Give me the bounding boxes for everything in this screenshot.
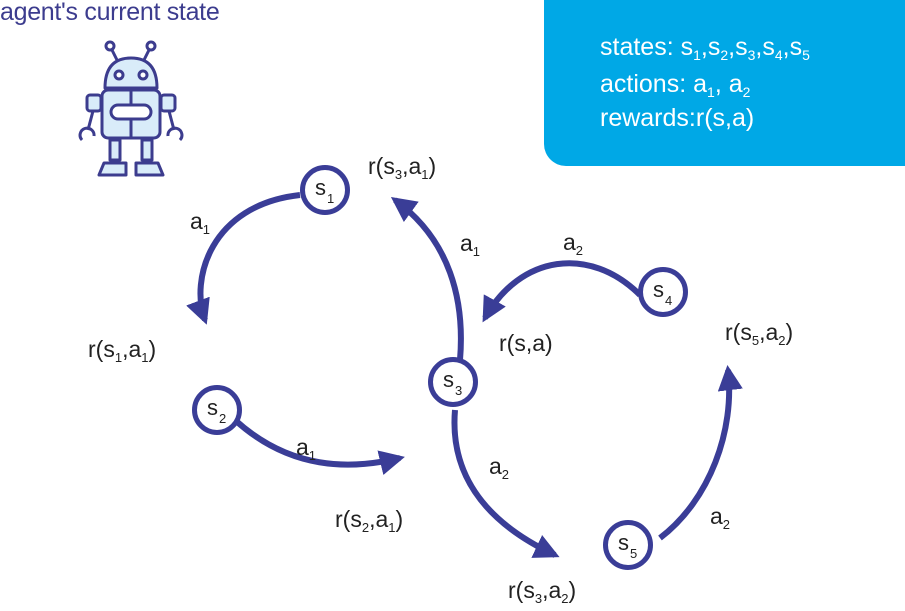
action-letter: a bbox=[460, 230, 473, 256]
node-sub: 2 bbox=[219, 411, 227, 426]
arrow-s2-a1 bbox=[232, 417, 405, 475]
action-sub: 2 bbox=[575, 243, 584, 258]
symbol-s2: s2 bbox=[707, 33, 729, 63]
actions-label: actions: bbox=[600, 70, 687, 98]
node-letter: s bbox=[443, 367, 454, 392]
reward-action-sub: 2 bbox=[778, 333, 786, 348]
robot-icon bbox=[78, 40, 184, 177]
reward-label-generic: r(s,a) bbox=[499, 330, 553, 356]
states-list: s1,s2,s3,s4,s5 bbox=[680, 33, 810, 63]
rewards-label: rewards: bbox=[600, 104, 696, 132]
node-sub: 1 bbox=[327, 191, 335, 206]
reward-action-sub: 1 bbox=[141, 350, 149, 365]
action-label-s3-a1: a1 bbox=[460, 230, 480, 259]
node-sub: 5 bbox=[630, 546, 638, 561]
reward-label-s2-a1: r(s2,a1) bbox=[335, 506, 404, 535]
node-letter: s bbox=[207, 395, 218, 420]
action-sub: 2 bbox=[501, 467, 510, 482]
symbol-a1: a1 bbox=[693, 70, 715, 100]
action-label-s5-a2: a2 bbox=[710, 503, 730, 532]
symbol-s4: s4 bbox=[762, 33, 783, 63]
reward-action-sub: 2 bbox=[561, 591, 569, 606]
node-letter: s bbox=[653, 277, 664, 302]
reward-state-sub: 2 bbox=[361, 520, 370, 535]
info-rewards: rewards:r(s,a) bbox=[600, 104, 754, 133]
action-letter: a bbox=[190, 208, 203, 234]
node-letter: s bbox=[618, 530, 629, 555]
action-label-s4-a2: a2 bbox=[563, 229, 583, 258]
action-sub: 2 bbox=[722, 517, 731, 532]
reward-label-s3-a1: r(s3,a1) bbox=[368, 153, 437, 182]
reward-label-s1-a1: r(s1,a1) bbox=[88, 336, 157, 365]
symbol-s5: s5 bbox=[789, 33, 810, 63]
action-sub: 1 bbox=[202, 222, 211, 237]
info-states: states: s1,s2,s3,s4,s5 bbox=[600, 33, 810, 62]
info-box: states: s1,s2,s3,s4,s5 actions: a1, a2 r… bbox=[544, 0, 905, 166]
info-actions: actions: a1, a2 bbox=[600, 70, 750, 99]
symbol-s1: s1 bbox=[680, 33, 701, 63]
action-letter: a bbox=[563, 229, 576, 255]
action-label-s1-a1: a1 bbox=[190, 208, 210, 237]
symbol-a2: a2 bbox=[728, 70, 751, 100]
actions-list: a1, a2 bbox=[693, 70, 751, 100]
arrow-s5-a2 bbox=[658, 364, 743, 541]
node-sub: 4 bbox=[665, 293, 673, 308]
action-sub: 1 bbox=[308, 448, 317, 463]
reward-state-sub: 3 bbox=[394, 167, 403, 182]
states-label: states: bbox=[600, 33, 674, 61]
rewards-value: r(s,a) bbox=[695, 104, 755, 132]
action-label-s2-a1: a1 bbox=[296, 434, 316, 463]
arrow-s3-a1 bbox=[390, 197, 464, 361]
reward-state-sub: 5 bbox=[751, 333, 760, 348]
page-title: agent's current state bbox=[0, 0, 220, 26]
action-letter: a bbox=[710, 503, 723, 529]
reward-action-sub: 1 bbox=[388, 520, 396, 535]
action-letter: a bbox=[296, 434, 309, 460]
arrow-s4-a2 bbox=[482, 260, 643, 323]
reward-state-sub: 1 bbox=[114, 350, 123, 365]
reward-label-s3-a2: r(s3,a2) bbox=[508, 577, 577, 606]
reward-label-s5-a2: r(s5,a2) bbox=[725, 319, 794, 348]
action-sub: 1 bbox=[472, 244, 481, 259]
symbol-s3: s3 bbox=[735, 33, 756, 63]
reward-state-sub: 3 bbox=[534, 591, 543, 606]
reward-action-sub: 1 bbox=[421, 167, 429, 182]
node-letter: s bbox=[315, 175, 326, 200]
arrow-s1-a1 bbox=[186, 192, 301, 325]
action-label-s3-a2: a2 bbox=[489, 453, 509, 482]
arrow-s3-a2 bbox=[451, 409, 560, 558]
node-sub: 3 bbox=[455, 383, 463, 398]
action-letter: a bbox=[489, 453, 502, 479]
